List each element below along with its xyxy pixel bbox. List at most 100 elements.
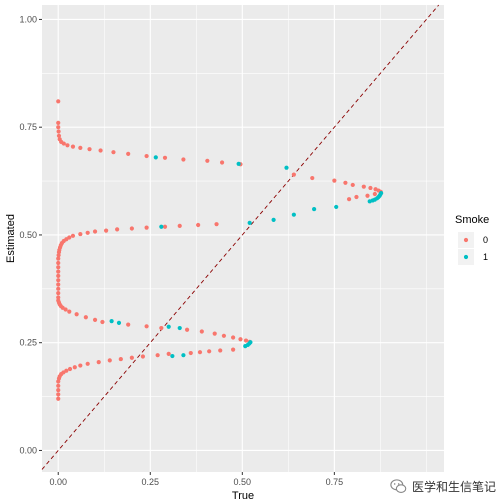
- data-point-smoke-0: [74, 312, 79, 317]
- data-point-smoke-0: [365, 193, 370, 198]
- x-axis: 0.00 0.25 0.50 0.75: [49, 472, 343, 487]
- data-point-smoke-0: [181, 157, 186, 162]
- data-point-smoke-0: [212, 331, 217, 336]
- data-point-smoke-0: [372, 191, 377, 197]
- data-point-smoke-1: [291, 212, 296, 217]
- data-point-smoke-0: [115, 227, 120, 232]
- data-point-smoke-0: [56, 133, 62, 138]
- data-point-smoke-1: [247, 220, 252, 225]
- watermark: 医学和生信笔记: [390, 476, 496, 496]
- data-point-smoke-0: [65, 143, 70, 148]
- data-point-smoke-1: [271, 217, 276, 222]
- data-point-smoke-0: [162, 224, 168, 229]
- x-axis-title: True: [232, 490, 254, 502]
- data-point-smoke-0: [56, 388, 61, 393]
- legend-key-smoke-1: [463, 254, 469, 260]
- data-point-smoke-0: [231, 335, 236, 340]
- data-point-smoke-0: [129, 226, 134, 231]
- data-point-smoke-0: [56, 278, 61, 283]
- data-points: [56, 99, 384, 401]
- data-point-smoke-0: [310, 175, 315, 181]
- data-point-smoke-1: [159, 224, 164, 229]
- data-point-smoke-1: [153, 155, 158, 160]
- data-point-smoke-0: [144, 324, 149, 329]
- data-point-smoke-0: [207, 349, 212, 354]
- x-tick-label: 0.00: [49, 477, 67, 487]
- data-point-smoke-0: [56, 383, 61, 388]
- data-point-smoke-1: [166, 324, 171, 329]
- data-point-smoke-0: [199, 329, 204, 334]
- data-point-smoke-0: [144, 153, 149, 159]
- data-point-smoke-0: [219, 160, 225, 165]
- data-point-smoke-0: [56, 125, 61, 130]
- watermark-text: 医学和生信笔记: [412, 479, 497, 494]
- data-point-smoke-0: [56, 282, 61, 287]
- data-point-smoke-0: [56, 129, 61, 134]
- legend-label-smoke-0: 0: [483, 235, 488, 245]
- data-point-smoke-0: [354, 194, 359, 200]
- data-point-smoke-0: [159, 325, 164, 331]
- data-point-smoke-0: [231, 347, 236, 352]
- data-point-smoke-0: [67, 366, 73, 372]
- data-point-smoke-0: [177, 223, 182, 228]
- data-point-smoke-0: [63, 307, 68, 312]
- data-point-smoke-1: [284, 165, 289, 170]
- data-point-smoke-0: [85, 361, 90, 366]
- data-point-smoke-1: [334, 204, 339, 210]
- data-point-smoke-0: [56, 295, 61, 300]
- data-point-smoke-0: [56, 273, 61, 278]
- data-point-smoke-0: [343, 180, 348, 185]
- data-point-smoke-0: [100, 319, 105, 325]
- data-point-smoke-0: [221, 333, 227, 338]
- data-point-smoke-0: [350, 182, 355, 188]
- legend-label-smoke-1: 1: [483, 252, 488, 262]
- data-point-smoke-1: [116, 320, 122, 325]
- reference-line: [41, 4, 440, 470]
- y-tick-label: 0.25: [19, 338, 37, 348]
- data-point-smoke-0: [72, 365, 77, 370]
- data-point-smoke-0: [56, 265, 61, 270]
- y-tick-label: 1.00: [19, 14, 37, 24]
- data-point-smoke-0: [70, 144, 76, 149]
- panel-background: [42, 5, 444, 472]
- data-point-smoke-1: [177, 325, 182, 331]
- data-point-smoke-0: [87, 147, 92, 152]
- data-point-smoke-0: [78, 231, 83, 237]
- data-point-smoke-0: [197, 350, 203, 355]
- data-point-smoke-0: [218, 348, 223, 353]
- data-point-smoke-0: [92, 229, 98, 234]
- data-point-smoke-0: [166, 351, 171, 356]
- data-point-smoke-0: [144, 225, 149, 230]
- y-tick-label: 0.50: [19, 230, 37, 240]
- data-point-smoke-1: [236, 161, 241, 166]
- wechat-icon: [390, 478, 407, 493]
- data-point-smoke-0: [56, 120, 61, 125]
- data-point-smoke-0: [96, 359, 101, 365]
- data-point-smoke-0: [56, 286, 61, 291]
- legend-title: Smoke: [455, 214, 489, 226]
- y-axis: 0.00 0.25 0.50 0.75 1.00: [19, 14, 42, 455]
- data-point-smoke-0: [291, 172, 296, 177]
- data-point-smoke-0: [332, 178, 337, 183]
- data-point-smoke-0: [118, 356, 123, 362]
- legend-key-smoke-0: [463, 237, 469, 243]
- data-point-smoke-0: [107, 358, 112, 363]
- x-tick-label: 0.75: [326, 477, 344, 487]
- data-point-smoke-0: [126, 151, 131, 157]
- data-point-smoke-0: [104, 228, 109, 233]
- minor-gridlines: [42, 5, 444, 472]
- data-point-smoke-0: [56, 291, 61, 296]
- data-point-smoke-0: [56, 269, 61, 274]
- data-point-smoke-0: [238, 337, 243, 342]
- data-point-smoke-1: [243, 344, 248, 349]
- data-point-smoke-0: [67, 309, 72, 314]
- data-point-smoke-0: [56, 392, 61, 397]
- data-point-smoke-0: [92, 317, 98, 322]
- data-point-smoke-0: [196, 222, 201, 228]
- x-tick-label: 0.25: [142, 477, 160, 487]
- y-tick-label: 0.00: [19, 445, 37, 455]
- data-point-smoke-0: [184, 327, 190, 332]
- data-point-smoke-0: [243, 338, 249, 343]
- data-point-smoke-0: [162, 155, 168, 160]
